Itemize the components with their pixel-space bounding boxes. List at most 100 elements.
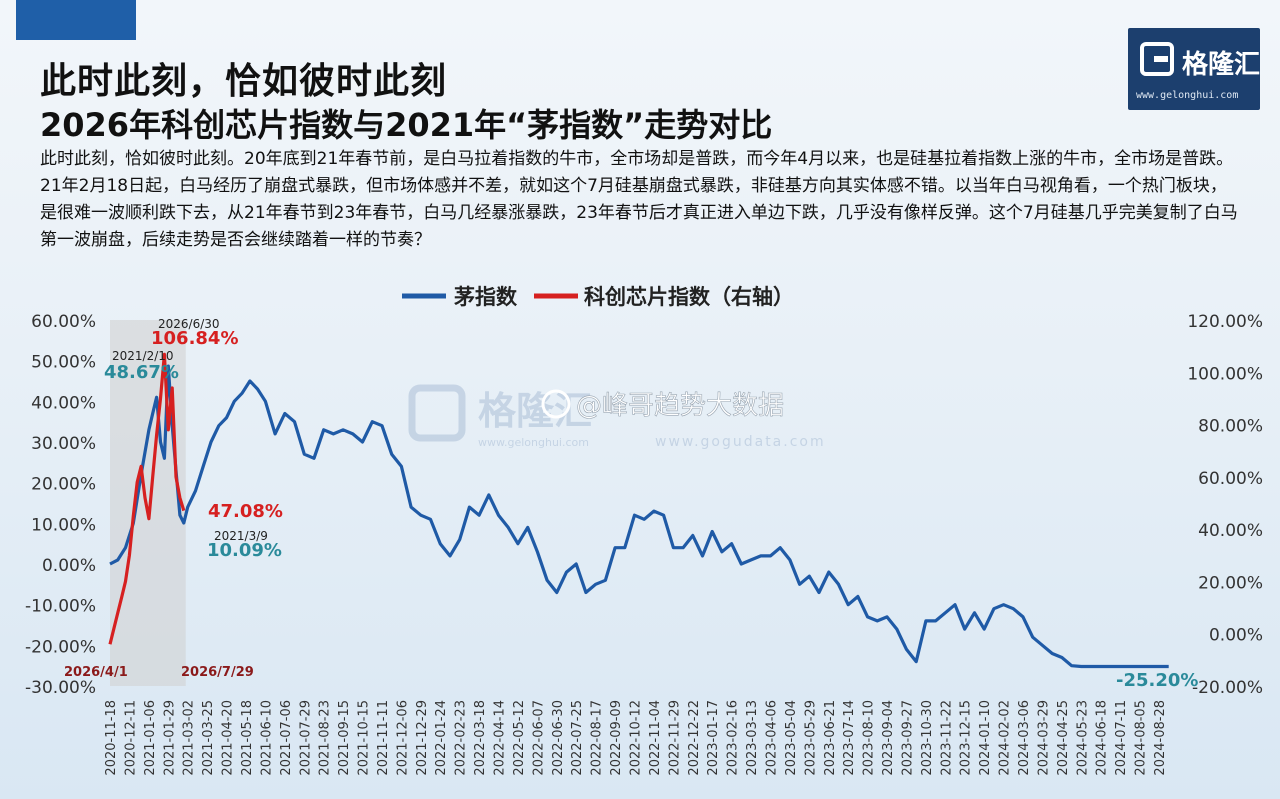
page-subtitle: 2026年科创芯片指数与2021年“茅指数”走势对比: [40, 106, 773, 144]
x-axis-tick-label: 2022-11-29: [667, 700, 682, 776]
x-axis-tick-label: 2024-01-10: [978, 700, 993, 776]
x-axis-tick-label: 2023-05-29: [803, 700, 818, 776]
right-axis-tick-label: 80.00%: [1198, 417, 1263, 437]
annotation-value-peak-mao: 48.67%: [104, 362, 179, 383]
annotation-value-last-mao: -25.20%: [1116, 670, 1198, 691]
series-line-kechuang: [108, 352, 186, 645]
right-axis-tick-label: 40.00%: [1198, 521, 1263, 541]
x-axis-tick-label: 2021-04-20: [221, 700, 236, 776]
watermark: 格隆汇 www.gelonghui.com www.gogudata.com: [408, 384, 826, 450]
x-axis-tick-label: 2021-03-25: [201, 700, 216, 776]
logo-url: www.gelonghui.com: [1136, 90, 1239, 101]
x-axis-tick-label: 2024-03-29: [1036, 700, 1051, 776]
left-axis-tick-label: -10.00%: [25, 597, 96, 617]
left-axis-tick-label: 30.00%: [31, 434, 96, 454]
logo-name: 格隆汇: [1182, 50, 1261, 80]
x-axis-tick-label: 2023-11-22: [939, 700, 954, 776]
annotation-value-peak-kc: 106.84%: [151, 328, 239, 349]
x-axis-tick-label: 2023-09-27: [900, 700, 915, 776]
x-axis-tick-label: 2022-06-07: [531, 700, 546, 776]
annotation-end-date-kc: 2026/7/29: [181, 665, 254, 680]
watermark-left-url: www.gelonghui.com: [478, 436, 589, 449]
x-axis-tick-label: 2021-07-06: [279, 700, 294, 776]
x-axis-tick-label: 2021-09-15: [337, 700, 352, 776]
left-axis-tick-label: -20.00%: [25, 637, 96, 657]
annotation-value-end-kc: 47.08%: [208, 501, 283, 522]
x-axis-tick-label: 2022-05-12: [512, 700, 527, 776]
x-axis-tick-label: 2021-10-15: [357, 700, 372, 776]
left-axis-tick-label: 40.00%: [31, 393, 96, 413]
x-axis-tick-label: 2024-06-18: [1095, 700, 1110, 776]
right-axis-tick-label: 100.00%: [1187, 364, 1263, 384]
x-axis-tick-label: 2024-04-25: [1056, 700, 1071, 776]
x-axis-tick-label: 2021-03-02: [182, 700, 197, 776]
right-axis-tick-label: -20.00%: [1192, 678, 1263, 698]
shaded-period: [110, 320, 186, 686]
right-axis-tick-label: 120.00%: [1187, 312, 1263, 332]
watermark-left-text: 格隆汇: [478, 389, 592, 433]
right-axis-tick-label: 60.00%: [1198, 469, 1263, 489]
x-axis-tick-label: 2021-12-29: [415, 700, 430, 776]
x-axis-tick-label: 2022-04-14: [493, 700, 508, 776]
x-axis-tick-label: 2024-05-23: [1075, 700, 1090, 776]
annotation-start-date-kc: 2026/4/1: [64, 665, 128, 680]
annotation-date-peak-kc: 2026/6/30: [158, 317, 220, 331]
accent-bar: [16, 0, 136, 40]
x-axis-tick-label: 2022-06-30: [551, 700, 566, 776]
x-axis-tick-label: 2021-01-06: [143, 700, 158, 776]
x-axis-tick-label: 2022-12-22: [687, 700, 702, 776]
x-axis-tick-label: 2021-06-10: [259, 700, 274, 776]
page-title: 此时此刻，恰如彼时此刻: [40, 61, 448, 102]
left-axis-tick-label: -30.00%: [25, 678, 96, 698]
x-axis-tick-label: 2022-02-23: [454, 700, 469, 776]
x-axis-tick-label: 2021-07-29: [298, 700, 313, 776]
right-axis-tick-label: 0.00%: [1209, 626, 1263, 646]
x-axis-tick-label: 2022-03-18: [473, 700, 488, 776]
x-axis-tick-label: 2024-07-11: [1114, 700, 1129, 776]
weibo-watermark: @峰哥趋势大数据: [541, 389, 784, 421]
x-axis-tick-label: 2023-02-16: [726, 700, 741, 776]
weibo-icon: [541, 389, 571, 419]
gelonghui-logo: 格隆汇 www.gelonghui.com: [1128, 28, 1260, 110]
left-axis: 60.00% 50.00% 40.00% 30.00% 20.00% 10.00% 0.00…: [25, 312, 96, 698]
x-axis-tick-label: 2023-03-13: [745, 700, 760, 776]
left-axis-tick-label: 20.00%: [31, 475, 96, 495]
annotation-value-end-mao: 10.09%: [207, 540, 282, 561]
x-axis-tick-label: 2023-12-15: [959, 700, 974, 776]
x-axis-tick-label: 2020-11-18: [104, 700, 119, 776]
legend-label-kechuang: 科创芯片指数（右轴）: [584, 285, 794, 309]
x-axis-tick-label: 2021-11-11: [376, 700, 391, 776]
x-axis-tick-label: 2022-01-24: [434, 700, 449, 776]
annotation-date-peak-mao: 2021/2/10: [112, 349, 174, 363]
left-axis-tick-label: 60.00%: [31, 312, 96, 332]
x-axis-tick-label: 2023-01-17: [706, 700, 721, 776]
x-axis-tick-label: 2023-10-30: [920, 700, 935, 776]
x-axis-tick-label: 2023-05-04: [784, 700, 799, 776]
left-axis-tick-label: 10.00%: [31, 515, 96, 535]
annotation-date-end-mao: 2021/3/9: [214, 529, 268, 543]
x-axis-tick-label: 2021-01-29: [162, 700, 177, 776]
x-axis-tick-label: 2022-10-12: [629, 700, 644, 776]
legend-label-mao: 茅指数: [454, 285, 518, 309]
watermark-right-url: www.gogudata.com: [655, 434, 826, 450]
left-axis-tick-label: 50.00%: [31, 353, 96, 373]
g-logo-icon: [1140, 42, 1174, 76]
right-axis-tick-label: 20.00%: [1198, 573, 1263, 593]
x-axis-tick-label: 2023-06-21: [823, 700, 838, 776]
x-axis-tick-label: 2022-11-04: [648, 700, 663, 776]
x-axis-tick-label: 2021-08-23: [318, 700, 333, 776]
x-axis-tick-label: 2024-08-28: [1153, 700, 1168, 776]
right-axis: 120.00% 100.00% 80.00% 60.00% 40.00% 20.00% 0.…: [1187, 312, 1263, 698]
x-axis-tick-label: 2022-07-25: [570, 700, 585, 776]
x-axis-tick-label: 2021-05-18: [240, 700, 255, 776]
x-axis-tick-label: 2023-09-04: [881, 700, 896, 776]
x-axis-tick-label: 2022-09-09: [609, 700, 624, 776]
x-axis-tick-label: 2023-04-06: [764, 700, 779, 776]
x-axis: 2020-11-18 2020-12-11 2021-01-06 2021-01-29…: [104, 700, 1168, 776]
x-axis-tick-label: 2023-08-10: [862, 700, 877, 776]
x-axis-tick-label: 2024-02-02: [998, 700, 1013, 776]
weibo-handle: @峰哥趋势大数据: [576, 391, 784, 421]
legend: 茅指数 科创芯片指数（右轴）: [402, 285, 794, 309]
